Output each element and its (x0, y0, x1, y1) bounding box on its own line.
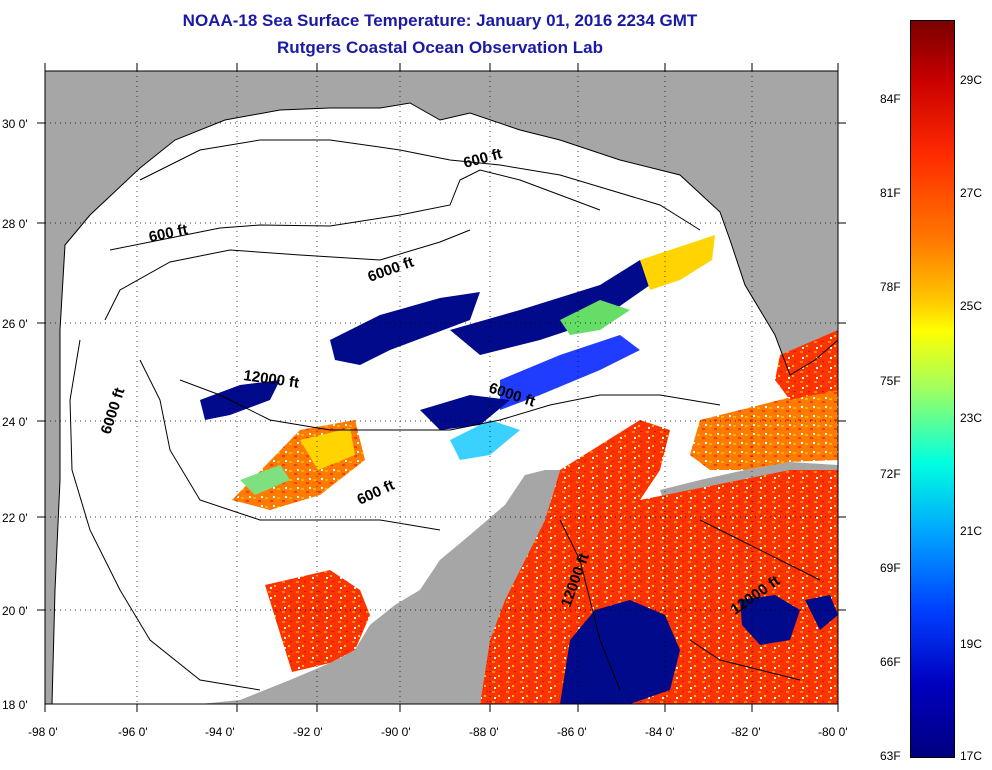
colorbar-f-label: 78F (880, 280, 901, 294)
lat-tick-label: 20 0' (2, 604, 28, 618)
colorbar-c-label: 27C (960, 186, 983, 200)
lat-tick-label: 24 0' (2, 415, 28, 429)
lon-tick-label: -82 0' (731, 725, 761, 739)
cloud-caribbean-3 (805, 595, 838, 630)
sst-swath-north (200, 235, 715, 460)
cloud-caribbean-2 (740, 595, 800, 645)
lon-tick-label: -88 0' (469, 725, 499, 739)
colorbar-c-label: 29C (960, 73, 983, 87)
colorbar-c-label: 23C (960, 411, 983, 425)
colorbar-c-label: 17C (960, 749, 983, 763)
lon-tick-label: -80 0' (818, 725, 848, 739)
map-frame (44, 70, 839, 705)
sst-caribbean (480, 420, 838, 704)
colorbar-f-label: 75F (880, 374, 901, 388)
lon-tick-label: -98 0' (28, 725, 58, 739)
lon-tick-label: -86 0' (557, 725, 587, 739)
colorbar-f-label: 72F (880, 467, 901, 481)
lon-tick-label: -84 0' (645, 725, 675, 739)
colorbar-c-label: 19C (960, 637, 983, 651)
depth-contours (69, 139, 821, 691)
cloud-caribbean-1 (560, 600, 680, 704)
map-subtitle: Rutgers Coastal Ocean Observation Lab (277, 38, 603, 57)
colorbar-f-label: 63F (880, 749, 901, 763)
lat-tick-label: 18 0' (2, 698, 28, 712)
lat-tick-label: 30 0' (2, 117, 28, 131)
lon-tick-label: -94 0' (205, 725, 235, 739)
lon-tick-label: -92 0' (293, 725, 323, 739)
lat-tick-label: 26 0' (2, 317, 28, 331)
map-title: NOAA-18 Sea Surface Temperature: January… (182, 11, 698, 30)
coastline (51, 102, 838, 704)
lon-tick-label: -90 0' (381, 725, 411, 739)
colorbar-f-label: 69F (880, 561, 901, 575)
temperature-colorbar (910, 20, 955, 758)
colorbar-f-label: 66F (880, 655, 901, 669)
graticule (45, 71, 838, 704)
lon-tick-label: -96 0' (118, 725, 148, 739)
colorbar-f-label: 84F (880, 92, 901, 106)
colorbar-c-label: 21C (960, 524, 983, 538)
sst-florida-straits (690, 385, 838, 470)
yucatan-land (355, 470, 560, 704)
sst-swath-south (232, 420, 370, 672)
tick-marks (37, 63, 846, 712)
lat-tick-label: 22 0' (2, 511, 28, 525)
colorbar-c-label: 25C (960, 299, 983, 313)
colorbar-f-label: 81F (880, 186, 901, 200)
lat-tick-label: 28 0' (2, 217, 28, 231)
